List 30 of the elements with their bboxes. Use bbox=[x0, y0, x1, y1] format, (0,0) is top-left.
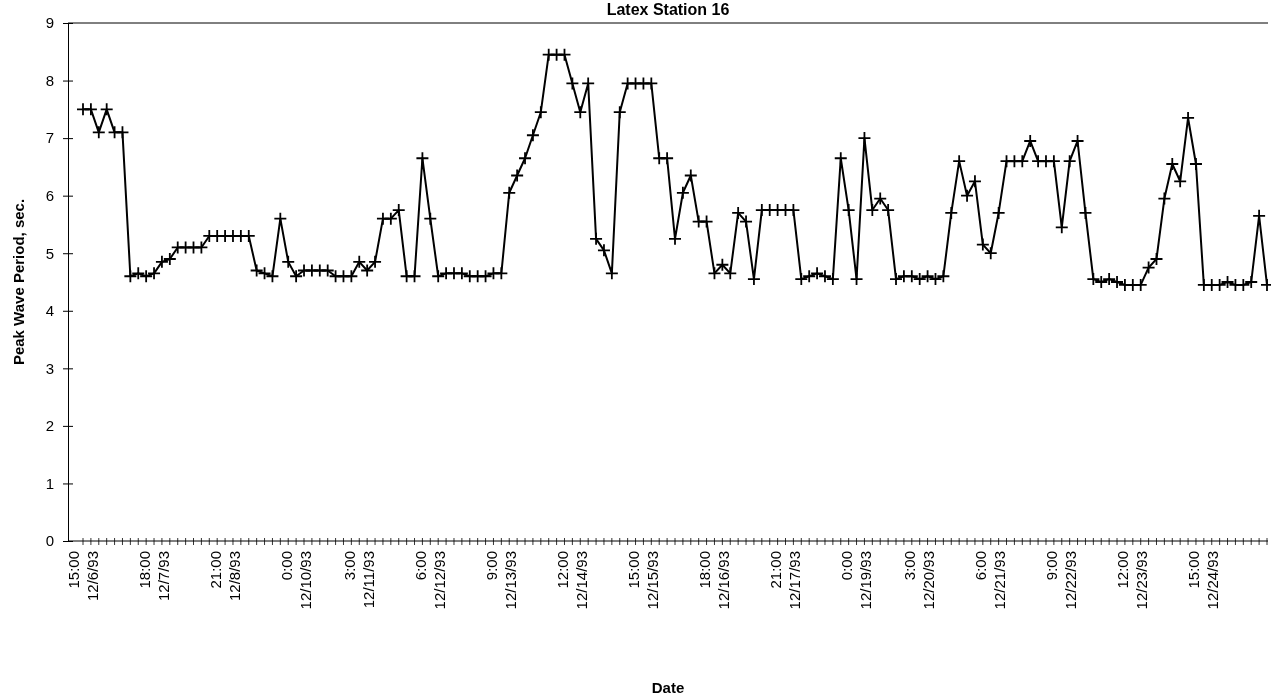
chart-title: Latex Station 16 bbox=[606, 1, 730, 18]
y-tick-label: 3 bbox=[45, 359, 54, 377]
y-tick-label: 7 bbox=[45, 129, 54, 147]
x-axis-title: Date bbox=[651, 679, 685, 696]
y-tick-label: 0 bbox=[45, 532, 54, 550]
y-tick-label: 1 bbox=[45, 474, 54, 492]
x-tick-label: 3:00 12/11/93 bbox=[340, 551, 377, 609]
x-tick-label: 3:00 12/20/93 bbox=[901, 551, 938, 610]
y-tick-label: 4 bbox=[45, 302, 54, 320]
y-tick-label: 6 bbox=[45, 186, 54, 204]
x-tick-label: 9:00 12/22/93 bbox=[1043, 551, 1080, 610]
x-tick-label: 12:00 12/23/93 bbox=[1114, 551, 1151, 610]
y-axis-title: Peak Wave Period, sec. bbox=[10, 198, 27, 366]
x-tick-label: 6:00 12/21/93 bbox=[972, 551, 1009, 610]
y-tick-label: 9 bbox=[45, 14, 54, 32]
x-tick-label: 18:00 12/7/93 bbox=[135, 551, 172, 602]
y-tick-label: 5 bbox=[45, 244, 54, 262]
x-tick-label: 21:00 12/8/93 bbox=[206, 551, 243, 602]
x-tick-label: 9:00 12/13/93 bbox=[482, 551, 519, 610]
x-tick-label: 21:00 12/17/93 bbox=[767, 551, 804, 610]
y-tick-label: 2 bbox=[45, 417, 54, 435]
x-tick-label: 18:00 12/16/93 bbox=[695, 551, 732, 610]
y-tick-label: 8 bbox=[45, 71, 54, 89]
x-tick-label: 0:00 12/10/93 bbox=[277, 551, 314, 610]
x-tick-label: 15:00 12/15/93 bbox=[624, 551, 661, 610]
x-tick-label: 12:00 12/14/93 bbox=[553, 551, 590, 610]
x-tick-label: 15:00 12/24/93 bbox=[1185, 551, 1222, 610]
x-tick-label: 15:00 12/6/93 bbox=[64, 551, 101, 602]
x-tick-label: 0:00 12/19/93 bbox=[838, 551, 875, 610]
x-tick-label: 6:00 12/12/93 bbox=[411, 551, 448, 610]
